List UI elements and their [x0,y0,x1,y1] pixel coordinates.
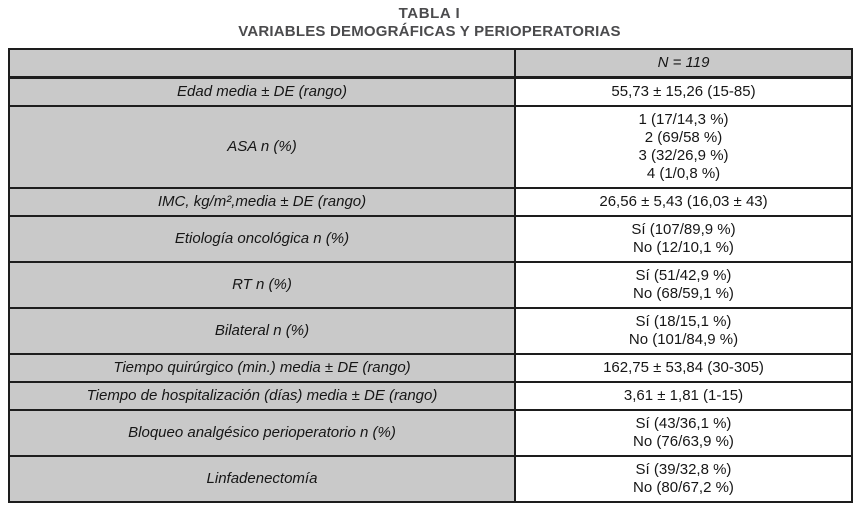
variable-label-cell: Tiempo de hospitalización (días) media ±… [8,381,516,411]
demographics-table: N = 119 Edad media ± DE (rango) 55,73 ± … [8,48,853,503]
table-caption: TABLA I VARIABLES DEMOGRÁFICAS Y PERIOPE… [8,5,851,41]
value-cell: 3,61 ± 1,81 (1-15) [514,381,853,411]
value-cell: Sí (43/36,1 %) No (76/63,9 %) [514,409,853,457]
value-cell: Sí (51/42,9 %) No (68/59,1 %) [514,261,853,309]
value-cell: Sí (107/89,9 %) No (12/10,1 %) [514,215,853,263]
value-cell: 1 (17/14,3 %) 2 (69/58 %) 3 (32/26,9 %) … [514,105,853,189]
variable-label-cell: RT n (%) [8,261,516,309]
value-cell: 55,73 ± 15,26 (15-85) [514,76,853,107]
table-row: Bloqueo analgésico perioperatorio n (%) … [8,409,853,457]
table-row: Linfadenectomía Sí (39/32,8 %) No (80/67… [8,455,853,503]
variable-label-cell: Tiempo quirúrgico (min.) media ± DE (ran… [8,353,516,383]
empty-header-cell [8,48,516,79]
table-row: IMC, kg/m²,media ± DE (rango) 26,56 ± 5,… [8,187,853,217]
table-row: Etiología oncológica n (%) Sí (107/89,9 … [8,215,853,263]
table-row: Tiempo quirúrgico (min.) media ± DE (ran… [8,353,853,383]
variable-label-cell: Bloqueo analgésico perioperatorio n (%) [8,409,516,457]
table-subtitle: VARIABLES DEMOGRÁFICAS Y PERIOPERATORIAS [238,23,621,40]
variable-label-cell: Bilateral n (%) [8,307,516,355]
table-row: Bilateral n (%) Sí (18/15,1 %) No (101/8… [8,307,853,355]
value-cell: Sí (39/32,8 %) No (80/67,2 %) [514,455,853,503]
table-row: ASA n (%) 1 (17/14,3 %) 2 (69/58 %) 3 (3… [8,105,853,189]
table-title: TABLA I [398,5,461,22]
value-cell: Sí (18/15,1 %) No (101/84,9 %) [514,307,853,355]
variable-label-cell: Etiología oncológica n (%) [8,215,516,263]
table-row: Edad media ± DE (rango) 55,73 ± 15,26 (1… [8,76,853,107]
variable-label-cell: Linfadenectomía [8,455,516,503]
n-header-cell: N = 119 [514,48,853,79]
variable-label-cell: Edad media ± DE (rango) [8,76,516,107]
value-cell: 26,56 ± 5,43 (16,03 ± 43) [514,187,853,217]
value-cell: 162,75 ± 53,84 (30-305) [514,353,853,383]
variable-label-cell: IMC, kg/m²,media ± DE (rango) [8,187,516,217]
variable-label-cell: ASA n (%) [8,105,516,189]
table-row: RT n (%) Sí (51/42,9 %) No (68/59,1 %) [8,261,853,309]
table-header-row: N = 119 [8,48,853,79]
table-row: Tiempo de hospitalización (días) media ±… [8,381,853,411]
